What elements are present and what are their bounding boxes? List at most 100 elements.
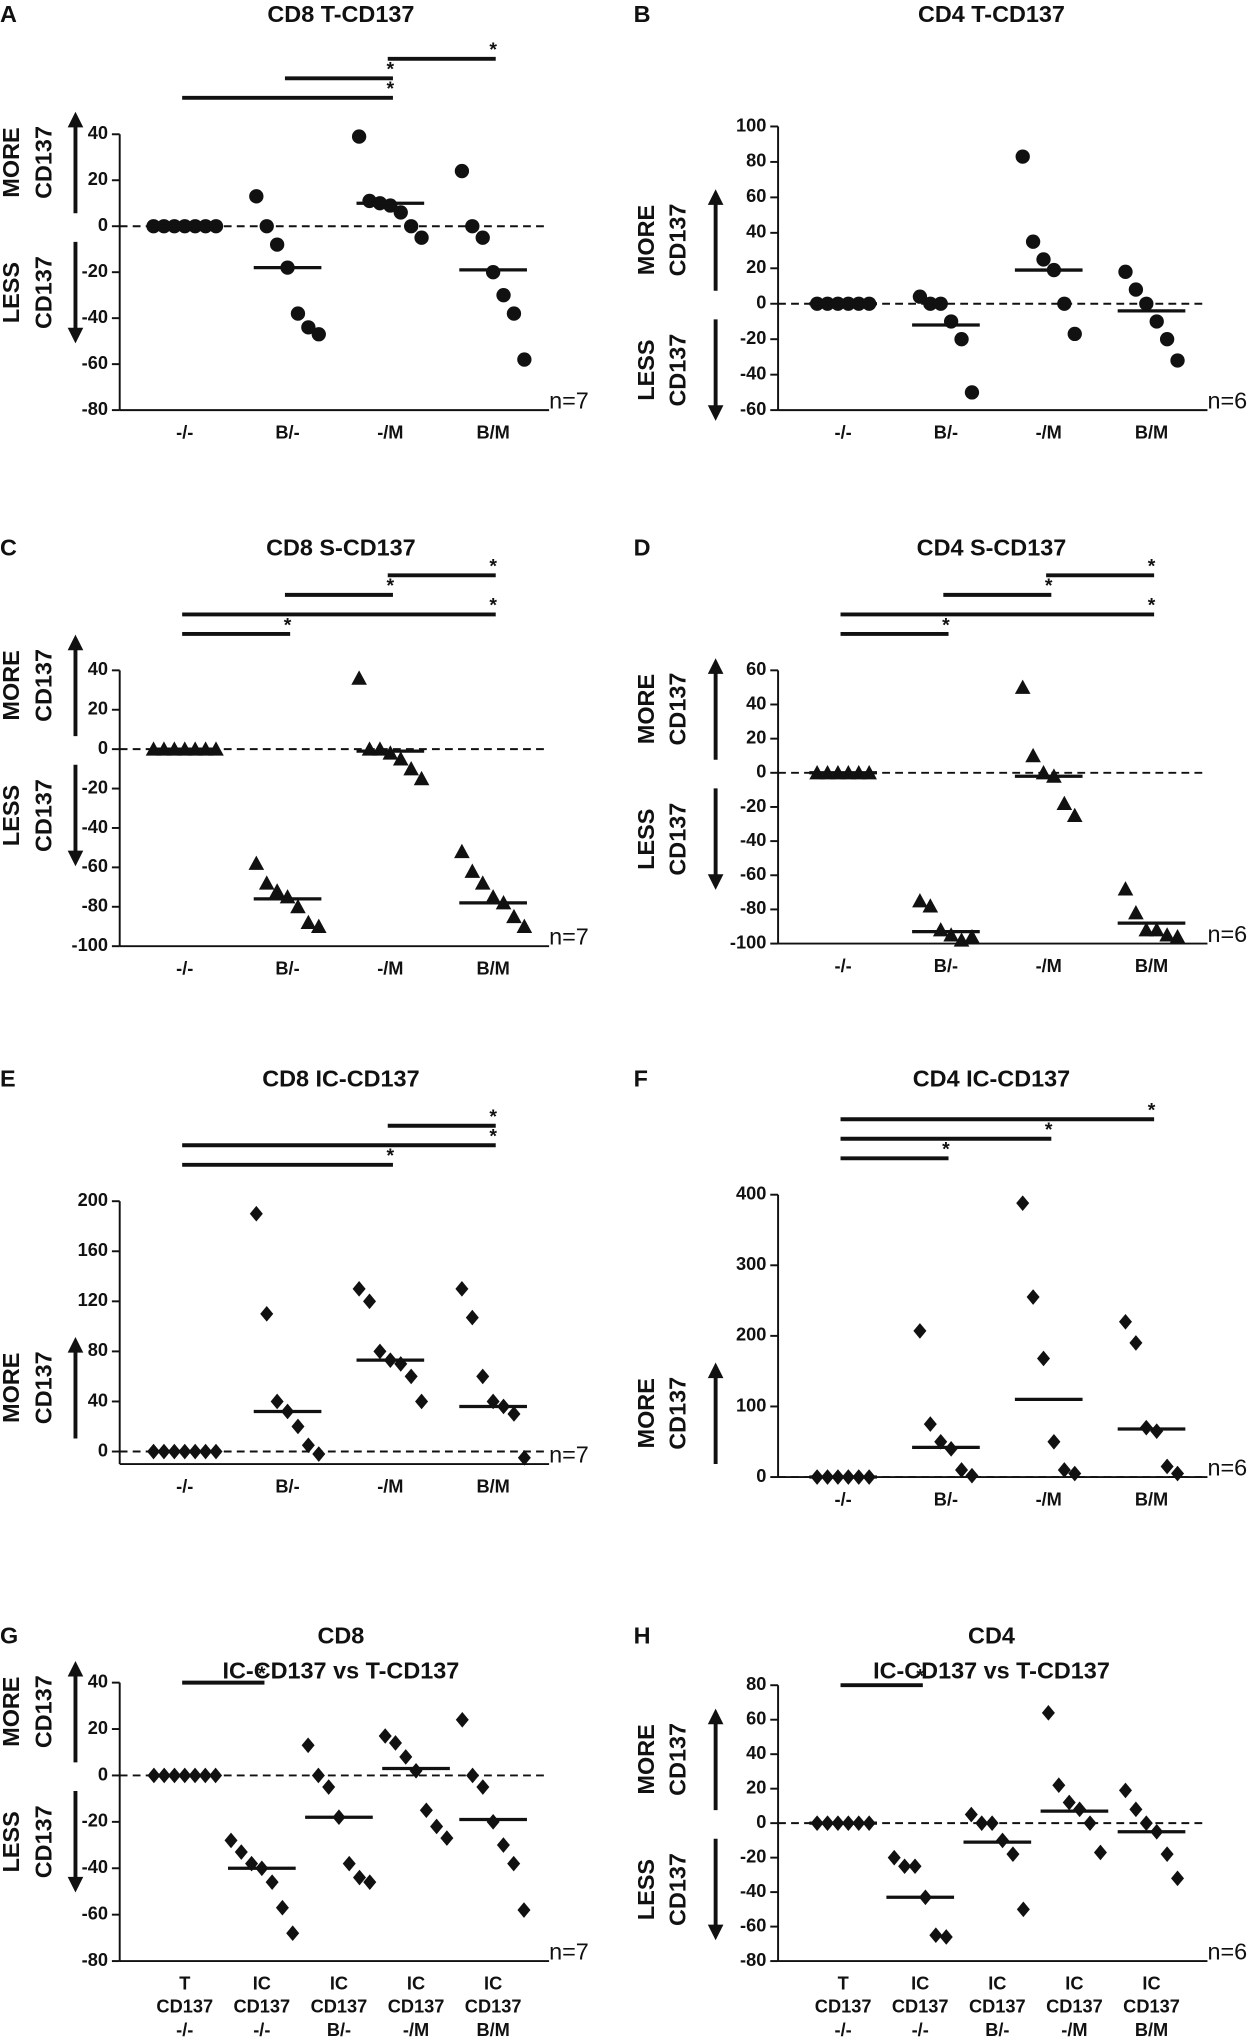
point — [1025, 747, 1041, 763]
point — [964, 385, 980, 400]
panel-letter: A — [0, 1, 17, 27]
sig-star: * — [387, 575, 395, 597]
y-tick-label: 40 — [88, 1671, 108, 1691]
point — [393, 205, 408, 220]
point — [507, 1855, 521, 1872]
point — [291, 1418, 305, 1435]
x-tick-label: B/M — [476, 2020, 509, 2040]
point — [517, 1902, 531, 1918]
x-tick-label: CD137 — [892, 1997, 949, 2017]
y-tick-label: 20 — [746, 1777, 766, 1797]
x-tick-label: IC — [253, 1973, 271, 1993]
direction-label: CD137 — [31, 1805, 57, 1878]
point — [311, 1767, 325, 1784]
x-tick-label: -/- — [176, 422, 193, 442]
sig-star: * — [387, 78, 395, 100]
x-tick-label: B/- — [327, 2020, 351, 2040]
point — [1057, 1462, 1071, 1478]
point — [248, 855, 265, 870]
point — [352, 1281, 366, 1297]
point — [394, 1356, 408, 1372]
y-tick-label: -40 — [82, 307, 108, 327]
y-tick-label: -80 — [82, 399, 108, 419]
panel-letter: H — [634, 1622, 651, 1648]
point — [485, 265, 501, 280]
x-tick-label: B/M — [1135, 422, 1168, 442]
direction-label: MORE — [0, 650, 24, 720]
point — [1128, 905, 1144, 920]
sig-star: * — [489, 1106, 497, 1128]
y-tick-label: 60 — [746, 186, 766, 206]
point — [464, 863, 481, 878]
point — [1160, 1458, 1174, 1475]
direction-label: LESS — [633, 340, 659, 401]
y-tick-label: -60 — [740, 864, 766, 884]
direction-label: CD137 — [664, 1377, 690, 1450]
point — [301, 320, 316, 335]
x-tick-label: -/M — [377, 422, 403, 442]
chart-title: CD8 T-CD137 — [267, 1, 414, 27]
point — [258, 875, 275, 890]
y-tick-label: 300 — [736, 1254, 766, 1274]
point — [965, 1467, 979, 1484]
point — [373, 1343, 387, 1360]
sig-star: * — [1045, 1119, 1053, 1141]
y-tick-label: 0 — [756, 1812, 766, 1832]
point — [964, 928, 980, 944]
point — [929, 1927, 943, 1944]
point — [312, 1446, 326, 1462]
x-tick-label: B/- — [934, 956, 958, 976]
point — [224, 1832, 238, 1849]
point — [1014, 679, 1031, 694]
y-tick-label: 60 — [746, 1709, 766, 1729]
y-tick-label: 100 — [736, 115, 766, 135]
x-tick-label: IC — [1142, 1973, 1160, 1993]
arrow-head — [707, 1708, 724, 1725]
x-tick-label: -/- — [253, 2020, 270, 2040]
point — [1036, 252, 1051, 267]
point — [908, 1858, 922, 1875]
point — [496, 1837, 510, 1853]
point — [269, 883, 285, 898]
x-tick-label: B/M — [476, 1476, 509, 1496]
point — [912, 893, 928, 908]
sig-star: * — [916, 1666, 924, 1688]
point — [378, 1728, 392, 1744]
y-tick-label: -40 — [740, 1881, 766, 1901]
point — [1057, 296, 1072, 311]
y-tick-label: -20 — [82, 1811, 108, 1831]
y-tick-label: -20 — [82, 777, 108, 797]
point — [1159, 332, 1175, 347]
point — [474, 875, 491, 890]
x-tick-label: -/M — [403, 2020, 429, 2040]
arrow-head — [707, 405, 724, 421]
point — [475, 230, 490, 245]
point — [1128, 282, 1144, 297]
point — [1118, 264, 1133, 279]
x-tick-label: -/M — [377, 1476, 403, 1496]
direction-label: CD137 — [664, 673, 690, 746]
x-tick-label: -/M — [377, 958, 403, 978]
x-tick-label: B/M — [476, 422, 509, 442]
x-tick-label: IC — [1065, 1973, 1083, 1993]
x-tick-label: B/- — [985, 2020, 1009, 2040]
point — [403, 761, 419, 776]
point — [1006, 1846, 1020, 1862]
y-tick-label: -80 — [82, 896, 108, 916]
direction-label: MORE — [0, 127, 24, 197]
point — [466, 1767, 480, 1784]
sig-star: * — [387, 59, 395, 81]
point — [342, 1855, 356, 1872]
point — [1118, 1313, 1132, 1330]
n-label: n=7 — [549, 387, 589, 413]
y-tick-label: 20 — [88, 169, 108, 189]
y-tick-label: -20 — [82, 261, 108, 281]
sig-star: * — [387, 1145, 395, 1167]
direction-label: MORE — [633, 1724, 659, 1794]
point — [290, 898, 306, 914]
x-tick-label: CD137 — [156, 1997, 213, 2017]
y-tick-label: -40 — [740, 830, 766, 850]
x-tick-label: B/- — [275, 1476, 299, 1496]
x-tick-label: -/M — [1036, 1489, 1062, 1509]
